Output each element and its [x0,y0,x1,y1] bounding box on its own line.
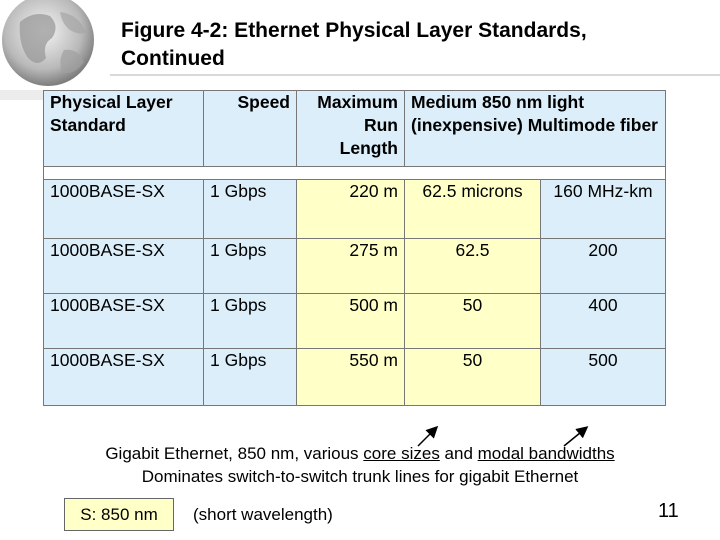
page-number: 11 [658,500,679,522]
cell-speed: 1 Gbps [203,238,297,294]
cell-run-length: 500 m [296,293,405,349]
cell-core-size: 62.5 [404,238,541,294]
cell-modal-bandwidth: 400 [540,293,666,349]
cell-modal-bandwidth: 200 [540,238,666,294]
cell-modal-bandwidth: 500 [540,348,666,406]
cell-core-size: 50 [404,348,541,406]
header-medium: Medium 850 nm light (inexpensive) Multim… [404,90,666,167]
table-gap [43,166,666,180]
caption-line-1: Gigabit Ethernet, 850 nm, various core s… [0,442,720,465]
title-rule [110,74,720,76]
header-physical-layer-standard: Physical Layer Standard [43,90,204,167]
cell-run-length: 220 m [296,179,405,239]
header-speed: Speed [203,90,297,167]
table-row: 1000BASE-SX 1 Gbps 550 m 50 500 [43,348,666,406]
cell-core-size: 50 [404,293,541,349]
standards-table: Physical Layer Standard Speed Maximum Ru… [43,90,666,406]
cell-standard: 1000BASE-SX [43,238,204,294]
caption-text: Gigabit Ethernet, 850 nm, various [105,444,364,463]
cell-core-size: 62.5 microns [404,179,541,239]
table-row: 1000BASE-SX 1 Gbps 220 m 62.5 microns 16… [43,179,666,239]
table-row: 1000BASE-SX 1 Gbps 500 m 50 400 [43,293,666,349]
cell-speed: 1 Gbps [203,348,297,406]
globe-icon [0,0,110,100]
cell-speed: 1 Gbps [203,293,297,349]
cell-standard: 1000BASE-SX [43,348,204,406]
caption-line-2: Dominates switch-to-switch trunk lines f… [141,467,579,486]
cell-standard: 1000BASE-SX [43,179,204,239]
s-850nm-box: S: 850 nm [64,498,174,531]
short-wavelength-note: (short wavelength) [193,505,333,524]
header-maximum-run-length: Maximum Run Length [296,90,405,167]
table-header-row: Physical Layer Standard Speed Maximum Ru… [43,90,666,167]
cell-modal-bandwidth: 160 MHz-km [540,179,666,239]
table-row: 1000BASE-SX 1 Gbps 275 m 62.5 200 [43,238,666,294]
cell-standard: 1000BASE-SX [43,293,204,349]
cell-run-length: 275 m [296,238,405,294]
caption-core-sizes: core sizes [363,444,440,463]
page-title: Figure 4-2: Ethernet Physical Layer Stan… [121,19,587,70]
caption-modal-bandwidths: modal bandwidths [477,444,615,463]
cell-speed: 1 Gbps [203,179,297,239]
caption-text: and [439,444,478,463]
cell-run-length: 550 m [296,348,405,406]
